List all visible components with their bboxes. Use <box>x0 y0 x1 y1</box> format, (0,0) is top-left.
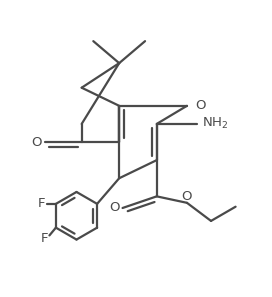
Text: O: O <box>182 190 192 203</box>
Text: O: O <box>31 135 42 148</box>
Text: O: O <box>109 201 119 214</box>
Text: F: F <box>41 231 48 244</box>
Text: NH$_2$: NH$_2$ <box>202 116 229 132</box>
Text: O: O <box>195 99 206 112</box>
Text: F: F <box>38 198 45 210</box>
